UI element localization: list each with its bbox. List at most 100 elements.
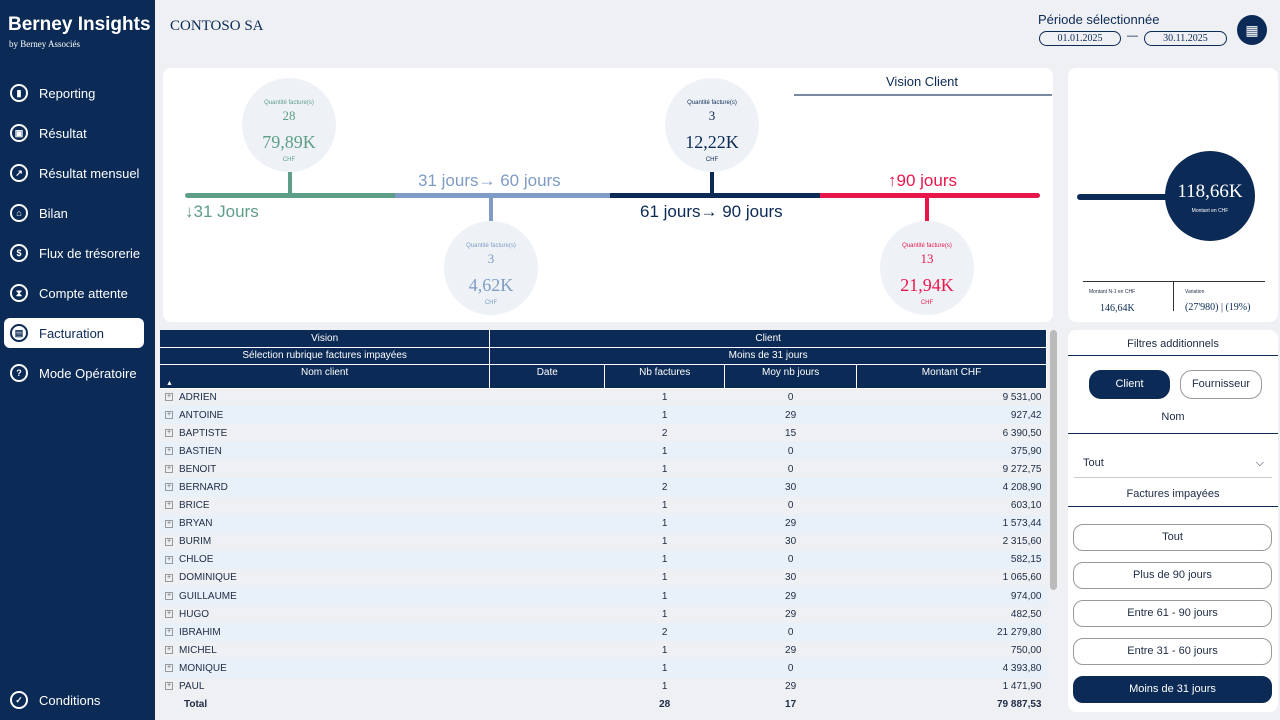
client-name: BRICE — [179, 500, 210, 512]
sort-asc-icon[interactable]: ▲ — [166, 379, 173, 387]
expand-icon[interactable]: + — [165, 682, 173, 691]
nav-label: Résultat mensuel — [39, 165, 140, 181]
nav-item-0[interactable]: ▮ Reporting — [4, 78, 144, 108]
currency: CHF — [484, 300, 498, 306]
moy-jours: 30 — [785, 536, 797, 548]
client-toggle[interactable]: Client — [1089, 370, 1170, 399]
table-row[interactable]: + BERNARD 2 30 4 208,90 — [160, 478, 1047, 497]
nav-item-7[interactable]: ? Mode Opératoire — [4, 358, 144, 388]
table-row[interactable]: + ADRIEN 1 0 9 531,00 — [160, 388, 1047, 406]
quantity-label: Quantité facture(s) — [264, 100, 314, 106]
header-bucket: Moins de 31 jours — [489, 347, 1047, 365]
expand-icon[interactable]: + — [165, 537, 173, 546]
expand-icon[interactable]: + — [165, 573, 173, 582]
nav-label: Compte attente — [39, 285, 128, 301]
nav-item-2[interactable]: ↗ Résultat mensuel — [4, 158, 144, 188]
currency: CHF — [705, 157, 719, 163]
table-row[interactable]: + ANTOINE 1 29 927,42 — [160, 406, 1047, 425]
table-row[interactable]: + MICHEL 1 29 750,00 — [160, 641, 1047, 659]
table-row[interactable]: + DOMINIQUE 1 30 1 065,60 — [160, 569, 1047, 587]
table-row[interactable]: + HUGO 1 29 482,50 — [160, 605, 1047, 623]
nav-conditions[interactable]: ✓ Conditions — [4, 685, 144, 715]
nb-factures: 1 — [661, 644, 668, 656]
aging-filter-button[interactable]: Plus de 90 jours — [1073, 562, 1272, 589]
expand-icon[interactable]: + — [165, 591, 173, 600]
expand-icon[interactable]: + — [165, 610, 173, 619]
expand-icon[interactable]: + — [165, 393, 173, 402]
nb-factures: 2 — [604, 623, 725, 642]
moy-jours: 0 — [724, 550, 857, 569]
date-sep: — — [1127, 30, 1138, 42]
expand-icon[interactable]: + — [165, 501, 173, 510]
currency: CHF — [920, 300, 934, 306]
chevron-down-icon: ⌵ — [1255, 457, 1264, 469]
table-row[interactable]: + PAUL 1 29 1 471,90 — [160, 678, 1047, 696]
date-from[interactable]: 01.01.2025 — [1039, 31, 1121, 46]
fournisseur-toggle[interactable]: Fournisseur — [1180, 370, 1262, 399]
table-row[interactable]: + BRICE 1 0 603,10 — [160, 497, 1047, 515]
expand-icon[interactable]: + — [165, 519, 173, 528]
invoice-count: 3 — [487, 251, 495, 266]
kpi-value: 118,66K — [1177, 181, 1243, 202]
total-moy: 17 — [785, 699, 797, 711]
header-client: Client — [489, 330, 1047, 348]
aging-filter-button[interactable]: Tout — [1073, 524, 1272, 551]
nav-label: Mode Opératoire — [39, 365, 137, 381]
table-scrollbar[interactable] — [1050, 330, 1057, 590]
moy-jours: 30 — [724, 478, 857, 497]
table-row[interactable]: + IBRAHIM 2 0 21 279,80 — [160, 623, 1047, 642]
aging-filter-button[interactable]: Entre 31 - 60 jours — [1073, 638, 1272, 665]
nav-item-6[interactable]: ▤ Facturation — [4, 318, 144, 348]
help-icon: ? — [10, 364, 28, 382]
expand-icon[interactable]: + — [165, 465, 173, 474]
hourglass-icon: ⧗ — [10, 284, 28, 302]
total-montant: 79 887,53 — [997, 699, 1042, 711]
aging-filter-button[interactable]: Moins de 31 jours — [1073, 676, 1272, 703]
expand-icon[interactable]: + — [165, 664, 173, 673]
col-header[interactable]: Date — [489, 364, 606, 389]
nav-item-3[interactable]: ⌂ Bilan — [4, 198, 144, 228]
quantity-label: Quantité facture(s) — [687, 100, 737, 106]
expand-icon[interactable]: + — [165, 411, 173, 419]
table-row[interactable]: + CHLOE 1 0 582,15 — [160, 550, 1047, 569]
expand-icon[interactable]: + — [165, 429, 173, 438]
calendar-icon[interactable]: ▦ — [1237, 15, 1267, 45]
moy-jours: 0 — [787, 500, 794, 512]
date-to[interactable]: 30.11.2025 — [1144, 31, 1227, 46]
expand-icon[interactable]: + — [165, 555, 173, 564]
table-row[interactable]: + BRYAN 1 29 1 573,44 — [160, 514, 1047, 533]
quantity-label: Quantité facture(s) — [902, 243, 952, 249]
label-61-90: 61 jours→ 90 jours — [640, 202, 783, 221]
segment-lt31 — [185, 193, 395, 198]
col-header[interactable]: Montant CHF — [856, 364, 1047, 389]
aging-filter-button[interactable]: Entre 61 - 90 jours — [1073, 600, 1272, 627]
table-row[interactable]: + BURIM 1 30 2 315,60 — [160, 533, 1047, 551]
expand-icon[interactable]: + — [165, 646, 173, 655]
invoice-table: Vision Client Sélection rubrique factures… — [160, 330, 1047, 714]
col-label: Montant CHF — [921, 366, 982, 378]
expand-icon[interactable]: + — [165, 628, 173, 637]
client-name: PAUL — [179, 681, 205, 693]
table-row[interactable]: + MONIQUE 1 0 4 393,80 — [160, 659, 1047, 678]
table-row[interactable]: + BASTIEN 1 0 375,90 — [160, 442, 1047, 461]
table-row[interactable]: + BAPTISTE 2 15 6 390,50 — [160, 424, 1047, 442]
client-name: CHLOE — [179, 554, 214, 566]
nav-item-1[interactable]: ▣ Résultat — [4, 118, 144, 148]
table-row[interactable]: + BENOIT 1 0 9 272,75 — [160, 460, 1047, 478]
col-header[interactable]: Moy nb jours — [724, 364, 858, 389]
col-header[interactable]: Nom client ▲ — [160, 364, 491, 389]
nav-item-4[interactable]: $ Flux de trésorerie — [4, 238, 144, 268]
col-header[interactable]: Nb factures — [604, 364, 726, 389]
expand-icon[interactable]: + — [165, 447, 173, 456]
client-name: MONIQUE — [179, 662, 227, 674]
bucket-bubble: Quantité facture(s) 3 12,22K CHF — [665, 78, 759, 172]
nav-item-5[interactable]: ⧗ Compte attente — [4, 278, 144, 308]
client-name: DOMINIQUE — [179, 572, 237, 584]
client-name: ADRIEN — [179, 391, 217, 403]
expand-icon[interactable]: + — [165, 483, 173, 492]
table-row[interactable]: + GUILLAUME 1 29 974,00 — [160, 587, 1047, 606]
moy-jours: 29 — [785, 644, 797, 656]
nom-select[interactable]: Tout ⌵ — [1074, 448, 1272, 478]
bucket-bubble: Quantité facture(s) 3 4,62K CHF — [444, 221, 538, 315]
var-value: (27'980) | (19%) — [1185, 302, 1251, 313]
